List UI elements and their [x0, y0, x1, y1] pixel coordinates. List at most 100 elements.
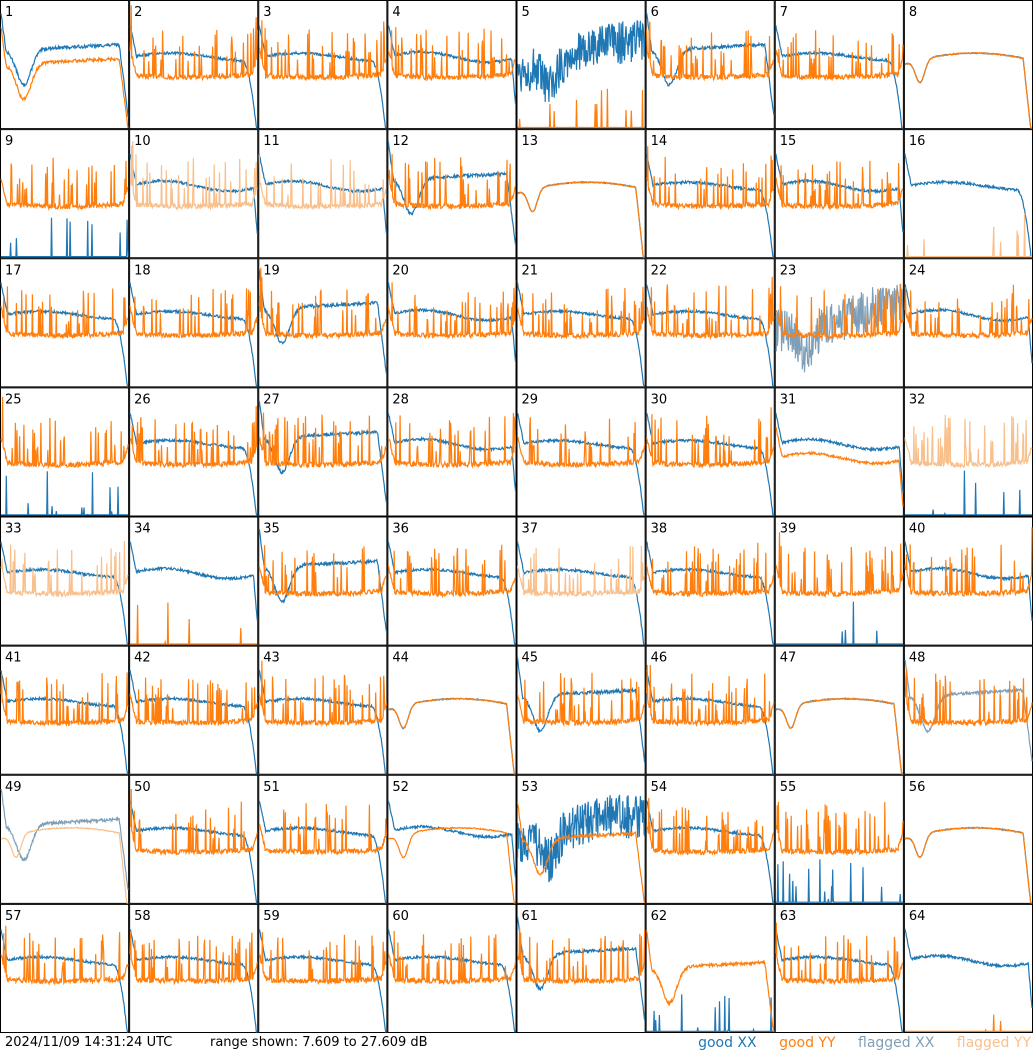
panel-label: 29: [522, 392, 539, 407]
yy-series-line: [904, 51, 1032, 129]
panel-frame: [516, 645, 646, 775]
xx-series-line: [904, 470, 1032, 516]
yy-series-line: [646, 276, 775, 341]
panel-61: 61: [516, 903, 646, 1033]
panel-label: 26: [134, 392, 151, 407]
panel-frame: [645, 387, 775, 517]
xx-series-line: [387, 800, 517, 878]
panel-label: 38: [651, 522, 668, 537]
panel-9: 9: [0, 129, 130, 259]
panel-39: 39: [774, 516, 904, 646]
panel-50: 50: [129, 774, 259, 904]
yy-series-line: [646, 21, 774, 82]
yy-series-line: [258, 803, 387, 856]
panel-58: 58: [129, 903, 259, 1033]
panel-label: 58: [134, 909, 151, 924]
panel-2: 2: [129, 0, 259, 130]
yy-series-line: [387, 280, 517, 340]
yy-series-line: [775, 30, 904, 82]
panel-57: 57: [0, 903, 130, 1033]
xx-series-line: [516, 19, 646, 103]
panel-34: 34: [129, 516, 259, 646]
yy-series-line: [129, 931, 258, 986]
yy-series-line: [775, 801, 904, 857]
panel-frame: [645, 774, 775, 904]
legend: good XX good YY flagged XX flagged YY: [680, 1033, 1031, 1053]
yy-series-line: [516, 802, 646, 904]
panel-label: 11: [263, 134, 280, 149]
panel-label: 62: [651, 909, 668, 924]
panel-label: 52: [392, 780, 409, 795]
yy-series-line: [775, 160, 904, 211]
panel-frame: [903, 0, 1033, 130]
yy-series-line: [0, 672, 129, 727]
panel-46: 46: [645, 645, 775, 775]
yy-series-line: [516, 672, 646, 728]
yy-series-line: [775, 697, 903, 775]
yy-series-line: [129, 677, 258, 727]
yy-series-line: [904, 826, 1032, 904]
panel-30: 30: [645, 387, 775, 517]
xx-series-line: [646, 153, 774, 258]
panel-label: 5: [522, 5, 530, 20]
panel-21: 21: [516, 258, 646, 388]
panel-label: 42: [134, 651, 151, 666]
panel-42: 42: [129, 645, 259, 775]
panel-label: 2: [134, 5, 142, 20]
xx-series-line: [129, 800, 258, 904]
panel-26: 26: [129, 387, 259, 517]
yy-series-line: [258, 660, 387, 728]
xx-series-line: [258, 269, 387, 374]
panel-label: 39: [780, 522, 797, 537]
panel-label: 49: [5, 780, 22, 795]
yy-series-line: [904, 414, 1033, 469]
panel-frame: [387, 774, 517, 904]
panel-53: 53: [516, 774, 646, 904]
legend-flagged-xx: flagged XX: [858, 1035, 935, 1051]
panel-label: 51: [263, 780, 280, 795]
panel-20: 20: [387, 258, 517, 388]
xx-series-line: [904, 928, 1033, 1008]
panel-4: 4: [387, 0, 517, 130]
xx-series-line: [258, 529, 387, 632]
yy-series-line: [387, 697, 516, 775]
panel-1: 1: [0, 0, 130, 130]
panel-frame: [774, 645, 904, 775]
panel-label: 59: [263, 909, 280, 924]
yy-series-line: [775, 922, 904, 986]
panel-frame: [903, 903, 1033, 1033]
yy-series-line: [258, 267, 387, 340]
panel-51: 51: [258, 774, 388, 904]
yy-series-line: [0, 157, 129, 212]
yy-series-line: [646, 542, 775, 598]
panel-frame: [774, 903, 904, 1033]
yy-series-line: [387, 544, 517, 599]
panel-59: 59: [258, 903, 388, 1033]
yy-series-line: [129, 140, 258, 211]
yy-series-line: [387, 154, 516, 211]
yy-series-line: [0, 286, 129, 340]
panel-label: 25: [5, 392, 22, 407]
xx-series-line: [129, 413, 258, 517]
xx-series-line: [646, 994, 774, 1032]
yy-series-line: [0, 540, 129, 598]
panel-label: 1: [5, 5, 13, 20]
panel-24: 24: [903, 258, 1033, 388]
panel-8: 8: [903, 0, 1033, 130]
yy-series-line: [646, 797, 775, 856]
panel-5: 5: [516, 0, 646, 130]
panel-label: 50: [134, 780, 151, 795]
xx-series-line: [646, 12, 775, 115]
panel-label: 36: [392, 522, 409, 537]
panel-label: 22: [651, 263, 668, 278]
panel-label: 60: [392, 909, 409, 924]
panel-label: 4: [392, 5, 400, 20]
panel-frame: [516, 774, 646, 904]
yy-series-line: [517, 417, 646, 469]
xx-series-line: [1, 217, 129, 258]
panel-frame: [516, 129, 646, 259]
yy-series-line: [775, 532, 904, 598]
yy-series-line: [516, 927, 646, 986]
yy-series-line: [129, 5, 258, 82]
panel-label: 10: [134, 134, 151, 149]
